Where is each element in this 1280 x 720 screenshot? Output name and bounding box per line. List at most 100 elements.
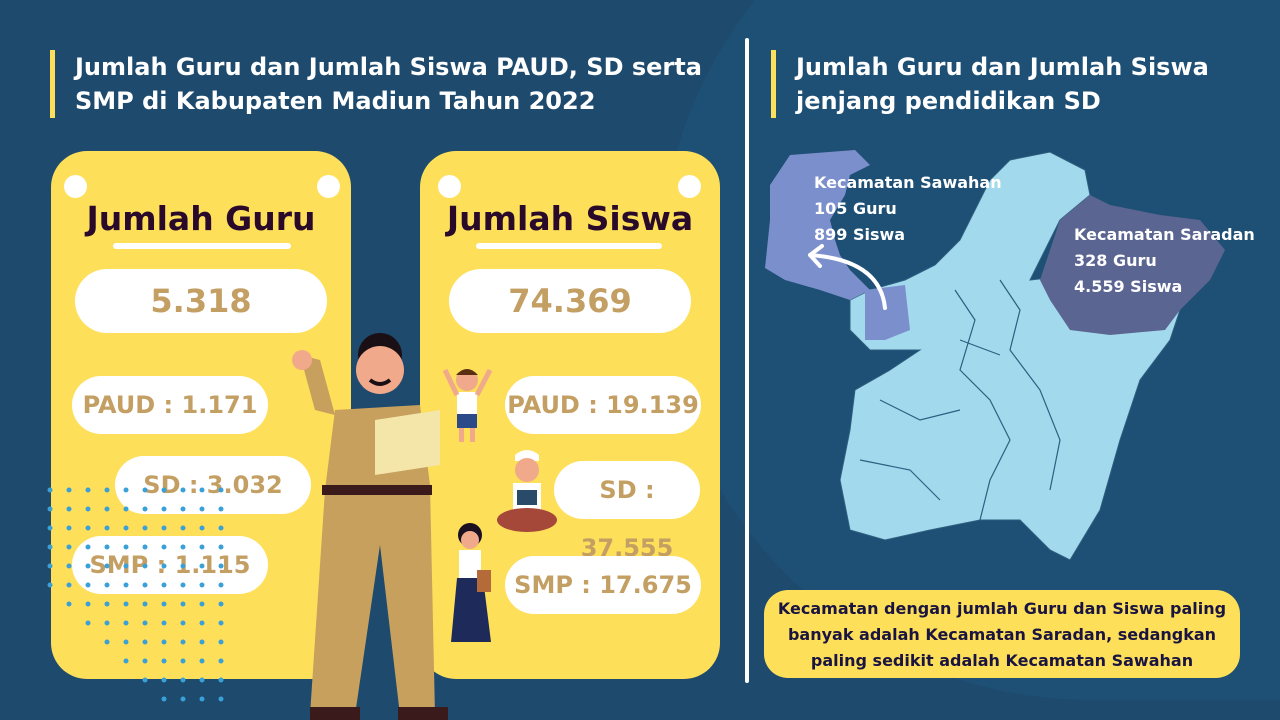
decor-dot — [199, 582, 205, 588]
decor-dot — [123, 601, 129, 607]
decor-dot — [104, 601, 110, 607]
guru-heading: Jumlah Guru — [86, 199, 316, 238]
decor-dot — [218, 696, 224, 702]
decor-dot — [66, 563, 72, 569]
map-region-saradan — [1040, 195, 1225, 335]
card-hole — [678, 175, 701, 198]
decor-dot — [123, 639, 129, 645]
guru-card: Jumlah Guru 5.318 PAUD : 1.171 SD : 3.03… — [51, 151, 351, 679]
arrow-icon — [808, 244, 887, 310]
heading-underline — [113, 243, 291, 249]
decor-dot — [104, 620, 110, 626]
decor-dot — [66, 582, 72, 588]
decor-dot — [142, 601, 148, 607]
decor-dot — [123, 525, 129, 531]
decor-dot — [123, 620, 129, 626]
sawahan-label: Kecamatan Sawahan 105 Guru 899 Siswa — [814, 170, 1002, 248]
map-borders — [859, 279, 1061, 521]
decor-dot — [218, 658, 224, 664]
decor-dot — [47, 582, 53, 588]
decor-dot — [123, 544, 129, 550]
decor-dot — [123, 563, 129, 569]
card-hole — [438, 175, 461, 198]
guru-sd: SD : 3.032 — [115, 456, 311, 514]
decor-dot — [218, 639, 224, 645]
decor-dot — [142, 563, 148, 569]
decor-dot — [180, 658, 186, 664]
decor-dot — [199, 677, 205, 683]
decor-dot — [161, 544, 167, 550]
decor-dot — [85, 525, 91, 531]
decor-dot — [85, 506, 91, 512]
conclusion-note: Kecamatan dengan jumlah Guru dan Siswa p… — [764, 590, 1240, 678]
decor-dot — [180, 525, 186, 531]
decor-dot — [142, 639, 148, 645]
decor-dot — [199, 658, 205, 664]
decor-dot — [218, 525, 224, 531]
siswa-sd: SD : 37.555 — [554, 461, 700, 562]
decor-dot — [142, 677, 148, 683]
decor-dot — [104, 563, 110, 569]
decor-dot — [104, 487, 110, 493]
decor-dot — [142, 525, 148, 531]
saradan-label: Kecamatan Saradan 328 Guru 4.559 Siswa — [1074, 222, 1255, 300]
decor-dot — [218, 677, 224, 683]
map-region-sawahan — [765, 150, 910, 340]
decor-dot — [218, 506, 224, 512]
divider — [745, 38, 749, 683]
decor-dot — [142, 620, 148, 626]
guru-total: 5.318 — [75, 269, 327, 333]
decor-dot — [104, 525, 110, 531]
decor-dot — [85, 620, 91, 626]
decor-dot — [180, 563, 186, 569]
decor-dot — [104, 544, 110, 550]
decor-dot — [47, 544, 53, 550]
decor-dot — [66, 544, 72, 550]
decor-dot — [180, 506, 186, 512]
siswa-paud: PAUD : 19.139 — [505, 376, 701, 434]
saradan-name: Kecamatan Saradan — [1074, 225, 1255, 244]
decor-dot — [199, 506, 205, 512]
madiun-map — [765, 150, 1225, 561]
card-hole — [64, 175, 87, 198]
dot-pattern — [47, 487, 224, 702]
decor-dot — [199, 487, 205, 493]
decor-dot — [142, 658, 148, 664]
decor-dot — [47, 525, 53, 531]
decor-dot — [161, 658, 167, 664]
decor-dot — [161, 677, 167, 683]
guru-paud: PAUD : 1.171 — [72, 376, 268, 434]
decor-dot — [180, 620, 186, 626]
saradan-guru: 328 Guru — [1074, 251, 1157, 270]
siswa-total: 74.369 — [449, 269, 691, 333]
decor-dot — [161, 506, 167, 512]
decor-dot — [218, 620, 224, 626]
decor-dot — [123, 658, 129, 664]
decor-dot — [218, 601, 224, 607]
siswa-smp: SMP : 17.675 — [505, 556, 701, 614]
decor-dot — [47, 506, 53, 512]
decor-dot — [123, 506, 129, 512]
decor-dot — [104, 639, 110, 645]
decor-dot — [218, 563, 224, 569]
decor-dot — [85, 544, 91, 550]
decor-dot — [142, 506, 148, 512]
decor-dot — [85, 563, 91, 569]
decor-dot — [161, 696, 167, 702]
siswa-heading: Jumlah Siswa — [446, 199, 694, 238]
decor-dot — [180, 582, 186, 588]
decor-dot — [180, 487, 186, 493]
decor-dot — [161, 525, 167, 531]
left-title: Jumlah Guru dan Jumlah Siswa PAUD, SD se… — [50, 50, 710, 118]
student-paud-illustration — [442, 368, 493, 442]
decor-dot — [199, 563, 205, 569]
decor-dot — [47, 487, 53, 493]
decor-dot — [180, 544, 186, 550]
decor-dot — [180, 696, 186, 702]
decor-dot — [85, 487, 91, 493]
right-title: Jumlah Guru dan Jumlah Siswa jenjang pen… — [771, 50, 1211, 118]
decor-dot — [199, 620, 205, 626]
teacher-illustration — [292, 333, 448, 720]
decor-dot — [66, 506, 72, 512]
decor-dot — [180, 601, 186, 607]
